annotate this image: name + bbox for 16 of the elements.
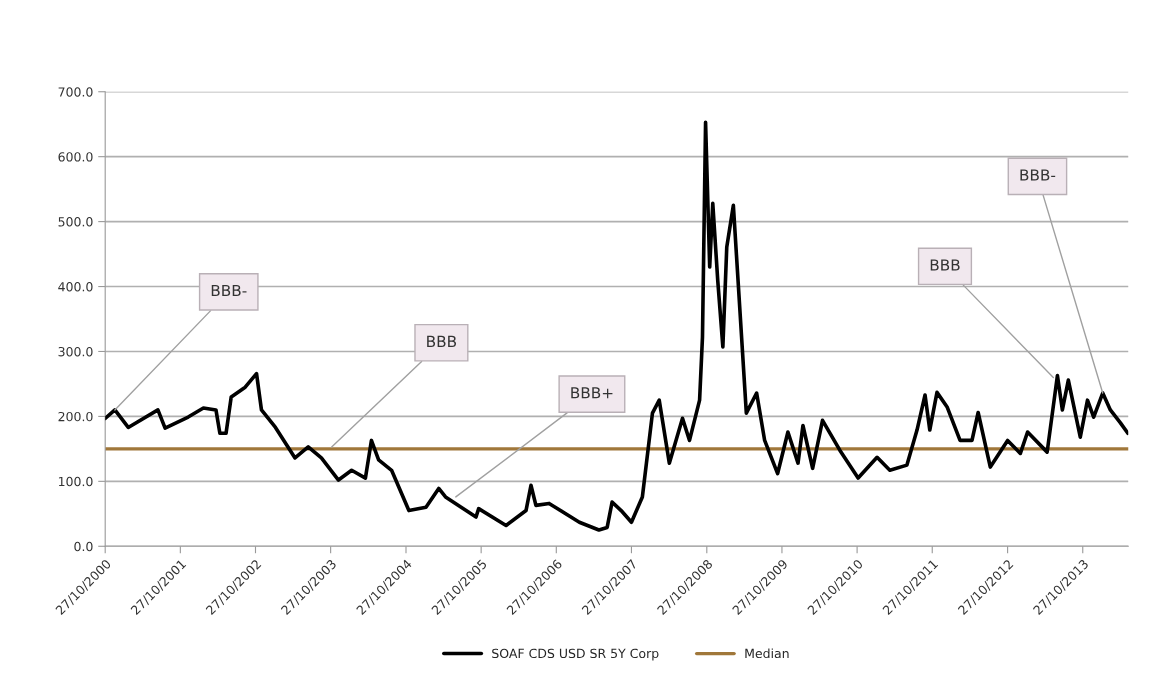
y-tick-label: 100.0 (58, 476, 93, 487)
y-tick-label: 400.0 (58, 282, 93, 292)
y-tick-label: 700.0 (58, 87, 93, 97)
annotation: BBB+ (571, 387, 613, 399)
annotation: BBB (427, 335, 457, 347)
line-series (105, 120, 1129, 532)
legend-label: SOAF CDS USD SR 5Y Corp (492, 648, 659, 661)
y-tick-label: 200.0 (58, 411, 93, 422)
legend-label: Median (745, 648, 789, 659)
annotation: BBB (930, 259, 960, 271)
annotation: BBB- (1020, 169, 1056, 181)
y-tick-label: 0.0 (74, 541, 93, 552)
y-tick-label: 300.0 (58, 346, 93, 357)
y-tick-label: 600.0 (58, 152, 93, 162)
y-tick-label: 500.0 (58, 217, 93, 227)
annotation: BBB- (211, 284, 247, 297)
